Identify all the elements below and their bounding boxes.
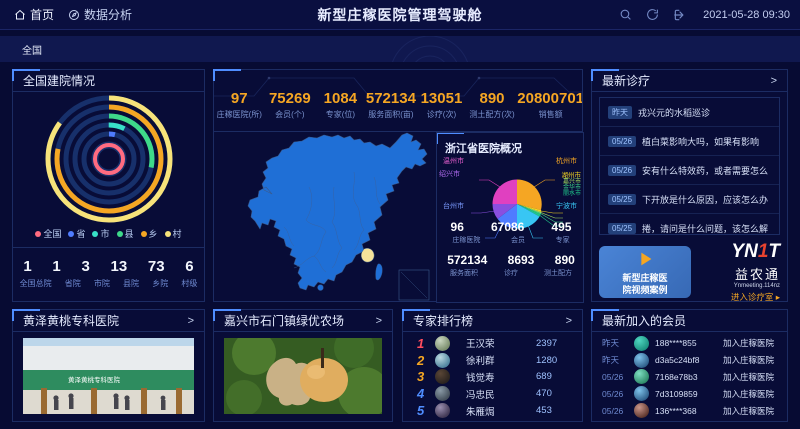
svg-text:黄泽黄桃专科医院: 黄泽黄桃专科医院 <box>68 375 121 384</box>
